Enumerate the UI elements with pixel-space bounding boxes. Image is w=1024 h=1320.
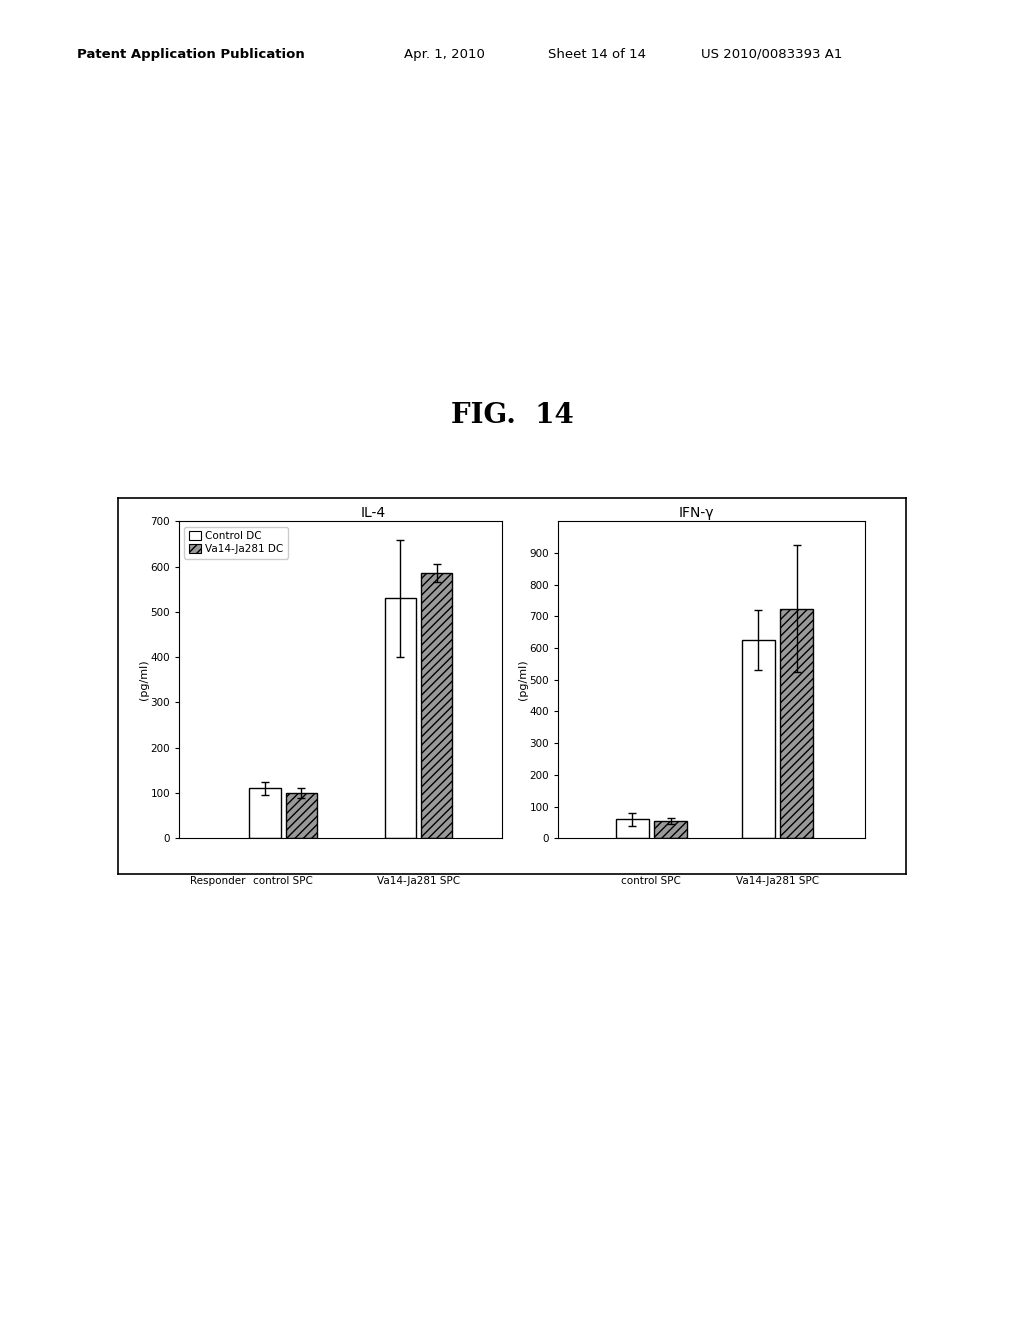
Bar (286, 793, 317, 838)
Text: Va14-Ja281 SPC: Va14-Ja281 SPC (736, 876, 819, 886)
Title: IFN-γ: IFN-γ (679, 507, 714, 520)
Text: Sheet 14 of 14: Sheet 14 of 14 (548, 48, 646, 61)
Text: control SPC: control SPC (253, 876, 313, 886)
Title: IL-4: IL-4 (360, 507, 385, 520)
Bar (385, 598, 416, 838)
Text: Responder: Responder (190, 876, 246, 886)
Bar (741, 640, 775, 838)
Text: FIG.  14: FIG. 14 (451, 403, 573, 429)
Text: Apr. 1, 2010: Apr. 1, 2010 (404, 48, 485, 61)
Bar (250, 788, 281, 838)
Text: Va14-Ja281 SPC: Va14-Ja281 SPC (377, 876, 460, 886)
Bar (780, 609, 813, 838)
Y-axis label: (pg/ml): (pg/ml) (518, 660, 528, 700)
Text: US 2010/0083393 A1: US 2010/0083393 A1 (701, 48, 843, 61)
Bar (654, 821, 687, 838)
Bar (615, 820, 648, 838)
Bar (421, 573, 453, 838)
Legend: Control DC, Va14-Ja281 DC: Control DC, Va14-Ja281 DC (184, 527, 288, 558)
Text: Patent Application Publication: Patent Application Publication (77, 48, 304, 61)
Y-axis label: (pg/ml): (pg/ml) (139, 660, 150, 700)
Text: control SPC: control SPC (622, 876, 681, 886)
